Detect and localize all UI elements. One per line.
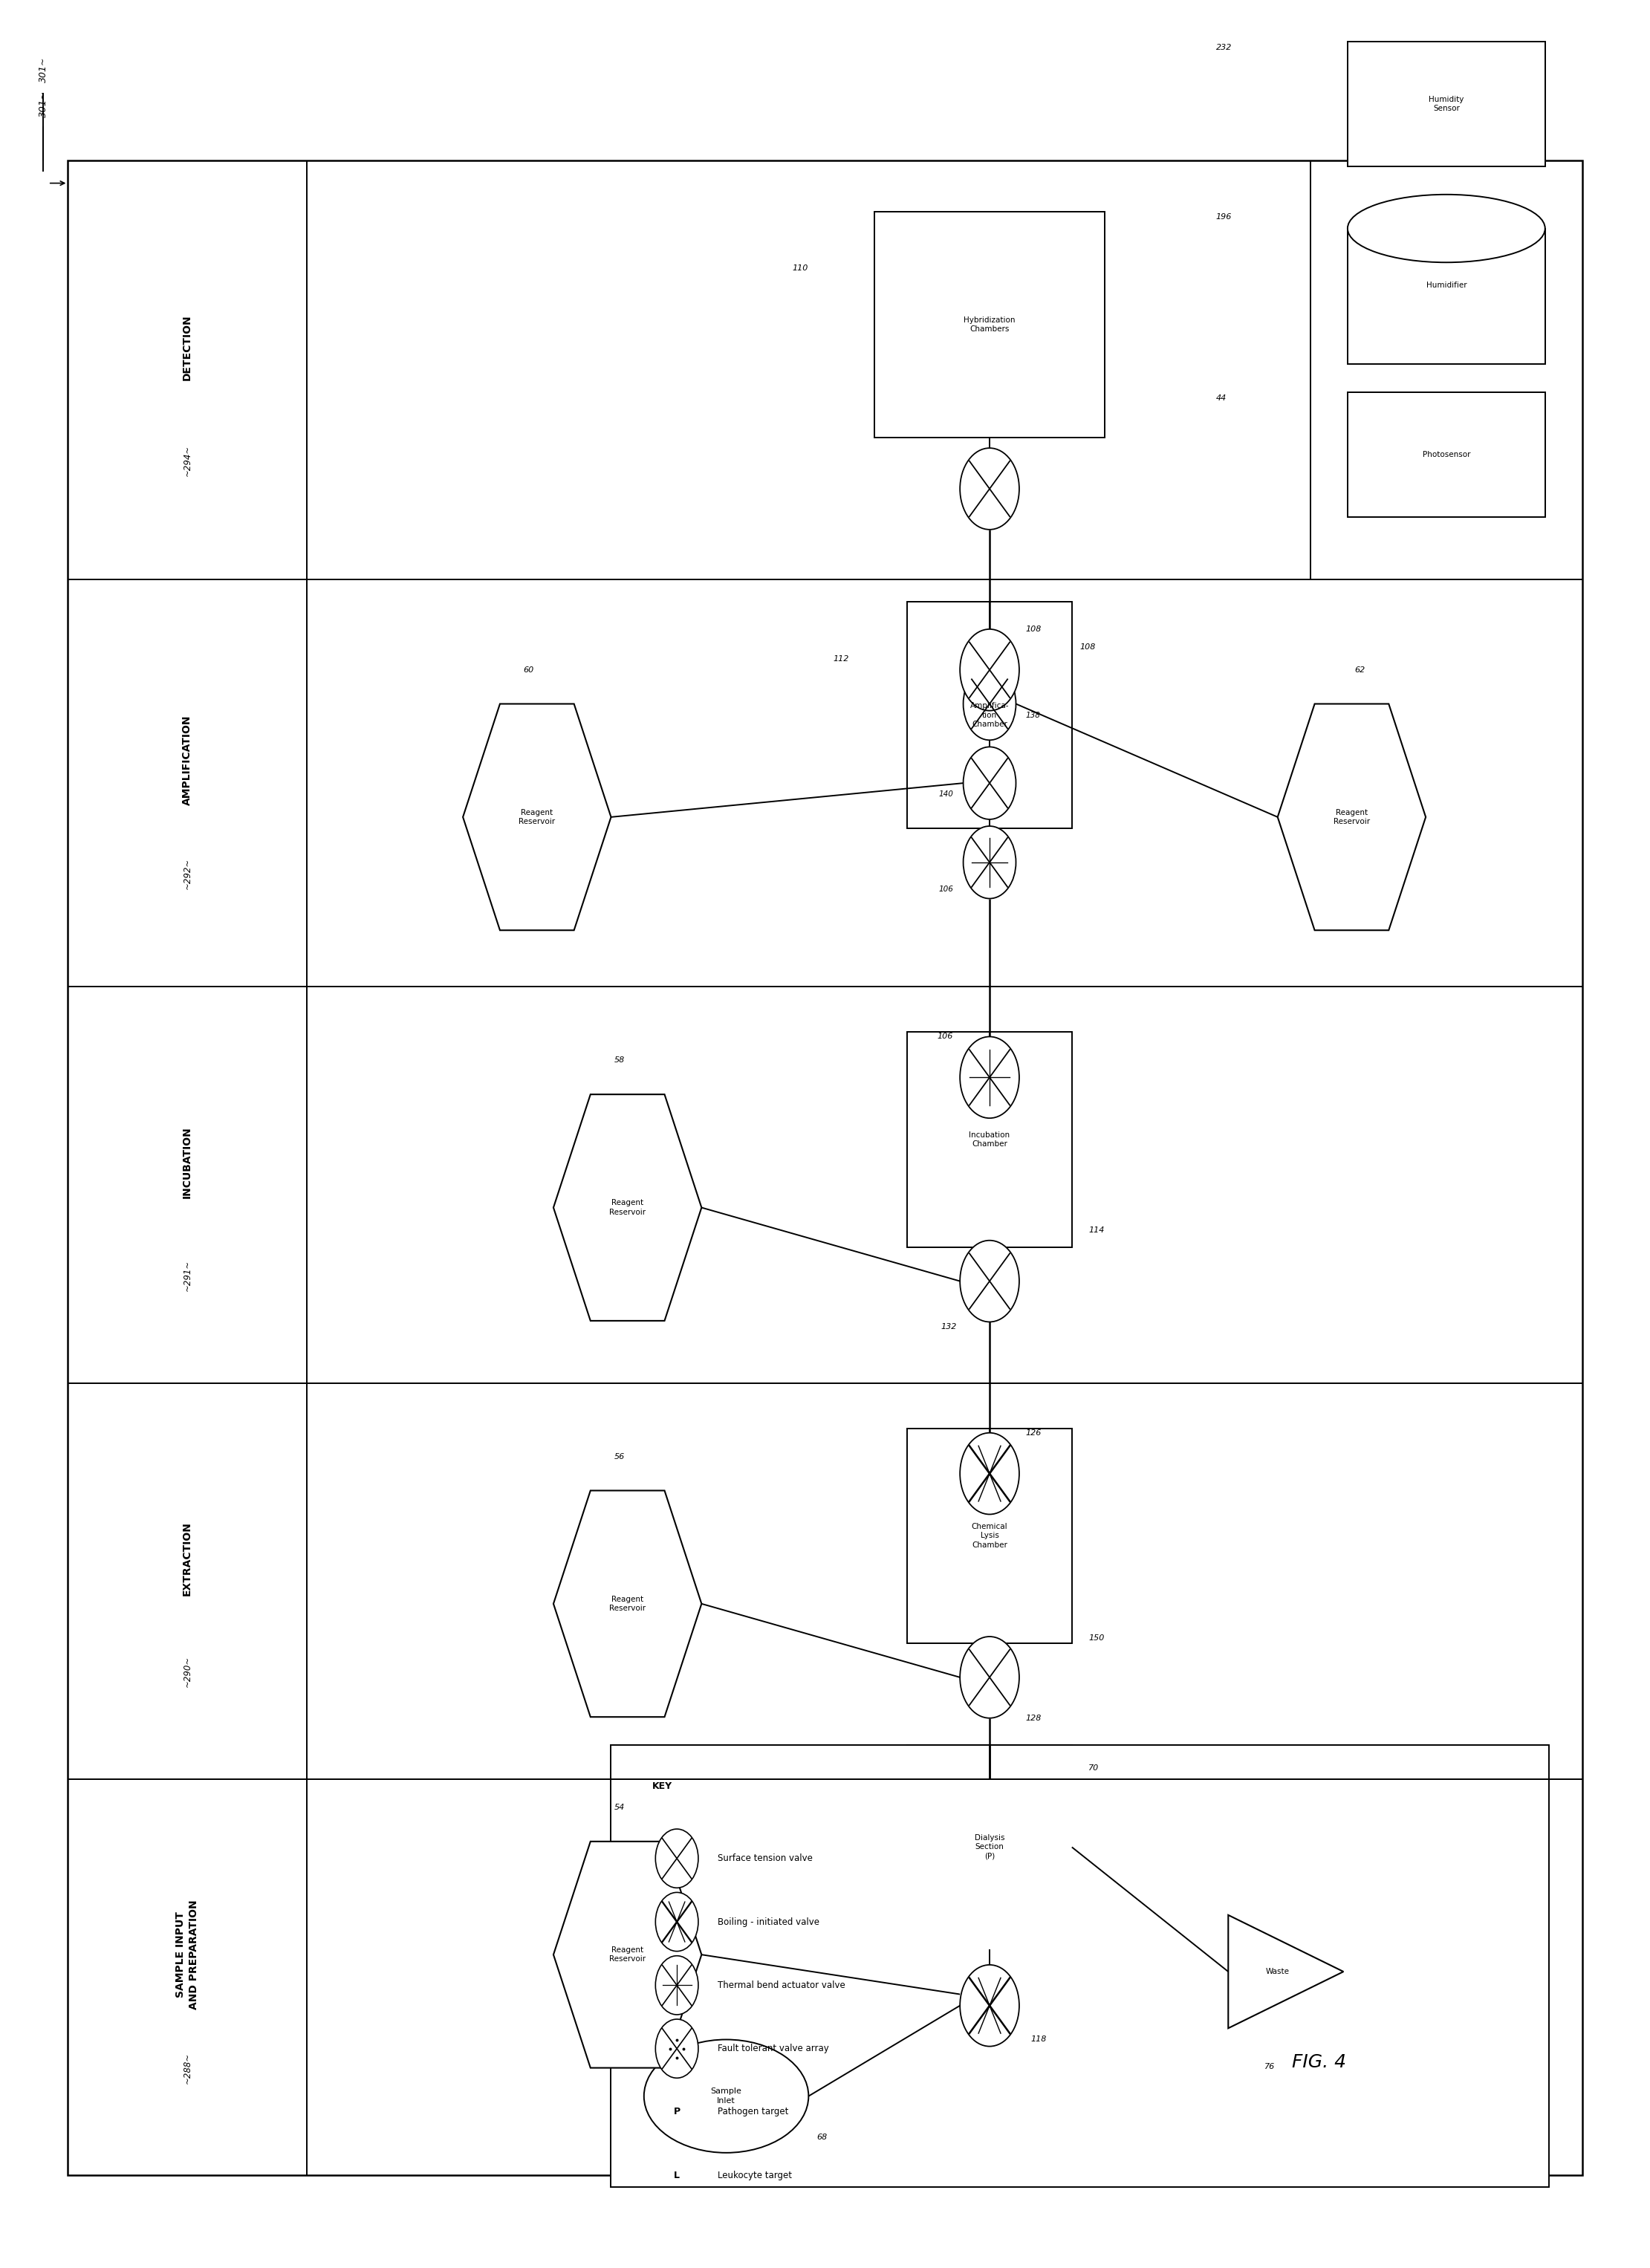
Circle shape bbox=[964, 746, 1016, 819]
Text: ~292~: ~292~ bbox=[183, 857, 191, 889]
Text: Sample
Inlet: Sample Inlet bbox=[711, 2089, 743, 2105]
Text: Thermal bend actuator valve: Thermal bend actuator valve bbox=[718, 1980, 845, 1989]
Circle shape bbox=[960, 1637, 1020, 1719]
Bar bbox=[610, 1746, 1549, 2186]
Polygon shape bbox=[553, 1490, 701, 1717]
Bar bbox=[908, 1429, 1073, 1644]
Text: 106: 106 bbox=[939, 887, 954, 894]
Polygon shape bbox=[1228, 1914, 1343, 2028]
Text: SAMPLE INPUT
AND PREPARATION: SAMPLE INPUT AND PREPARATION bbox=[175, 1901, 200, 2009]
Text: 301~: 301~ bbox=[38, 57, 48, 84]
Text: 196: 196 bbox=[1216, 213, 1233, 220]
Text: Amplifica-
tion
Chamber: Amplifica- tion Chamber bbox=[970, 703, 1010, 728]
Text: ~290~: ~290~ bbox=[183, 1656, 191, 1687]
Ellipse shape bbox=[644, 2039, 808, 2152]
Text: ~294~: ~294~ bbox=[183, 445, 191, 476]
Text: 60: 60 bbox=[523, 667, 535, 674]
Text: 68: 68 bbox=[817, 2134, 827, 2141]
Text: 118: 118 bbox=[1031, 2037, 1046, 2043]
Text: 126: 126 bbox=[1026, 1429, 1041, 1436]
Text: 58: 58 bbox=[614, 1057, 625, 1064]
Text: Reagent
Reservoir: Reagent Reservoir bbox=[609, 1594, 645, 1613]
Text: P: P bbox=[673, 2107, 680, 2116]
Text: 56: 56 bbox=[614, 1454, 625, 1461]
Text: Reagent
Reservoir: Reagent Reservoir bbox=[1333, 810, 1370, 826]
Text: Reagent
Reservoir: Reagent Reservoir bbox=[609, 1200, 645, 1216]
Text: KEY: KEY bbox=[652, 1780, 672, 1792]
Bar bbox=[908, 601, 1073, 828]
Text: 62: 62 bbox=[1355, 667, 1365, 674]
Text: FIG. 4: FIG. 4 bbox=[1292, 2053, 1346, 2071]
Circle shape bbox=[964, 826, 1016, 898]
Text: 232: 232 bbox=[1216, 43, 1233, 52]
Bar bbox=[1348, 392, 1544, 517]
Circle shape bbox=[960, 1433, 1020, 1515]
Text: L: L bbox=[673, 2170, 680, 2180]
Polygon shape bbox=[1277, 703, 1426, 930]
Text: EXTRACTION: EXTRACTION bbox=[182, 1522, 193, 1597]
Text: 138: 138 bbox=[1026, 712, 1041, 719]
Text: Reagent
Reservoir: Reagent Reservoir bbox=[518, 810, 554, 826]
Text: Photosensor: Photosensor bbox=[1422, 451, 1470, 458]
Text: Leukocyte target: Leukocyte target bbox=[718, 2170, 792, 2180]
Text: ~291~: ~291~ bbox=[183, 1259, 191, 1290]
Text: 108: 108 bbox=[1081, 644, 1096, 651]
Text: 132: 132 bbox=[940, 1322, 957, 1329]
Text: Pathogen target: Pathogen target bbox=[718, 2107, 789, 2116]
Text: ~288~: ~288~ bbox=[183, 2053, 191, 2084]
Bar bbox=[908, 1746, 1073, 1948]
Text: 108: 108 bbox=[1026, 626, 1041, 633]
Circle shape bbox=[655, 1892, 698, 1950]
Text: Hybridization
Chambers: Hybridization Chambers bbox=[964, 315, 1015, 333]
Text: Waste: Waste bbox=[1266, 1969, 1290, 1975]
Text: 140: 140 bbox=[939, 792, 954, 798]
Text: DETECTION: DETECTION bbox=[182, 315, 193, 381]
Circle shape bbox=[960, 1036, 1020, 1118]
Circle shape bbox=[964, 667, 1016, 739]
Bar bbox=[908, 1032, 1073, 1247]
Text: AMPLIFICATION: AMPLIFICATION bbox=[182, 714, 193, 805]
Text: 106: 106 bbox=[937, 1032, 954, 1041]
Text: 76: 76 bbox=[1264, 2064, 1275, 2071]
Bar bbox=[68, 161, 1582, 2175]
Text: 114: 114 bbox=[1089, 1227, 1104, 1234]
Text: Chemical
Lysis
Chamber: Chemical Lysis Chamber bbox=[972, 1522, 1008, 1549]
Text: Surface tension valve: Surface tension valve bbox=[718, 1853, 813, 1864]
Text: Humidity
Sensor: Humidity Sensor bbox=[1429, 95, 1464, 111]
Circle shape bbox=[960, 628, 1020, 710]
Text: 70: 70 bbox=[1089, 1765, 1099, 1771]
Text: Boiling - initiated valve: Boiling - initiated valve bbox=[718, 1916, 820, 1926]
Text: Humidifier: Humidifier bbox=[1426, 281, 1467, 288]
Text: 112: 112 bbox=[833, 655, 850, 662]
Text: Fault tolerant valve array: Fault tolerant valve array bbox=[718, 2043, 830, 2053]
Text: 150: 150 bbox=[1089, 1633, 1104, 1642]
Text: 110: 110 bbox=[792, 265, 808, 272]
Text: Incubation
Chamber: Incubation Chamber bbox=[969, 1132, 1010, 1148]
Text: 301~: 301~ bbox=[38, 91, 48, 118]
Polygon shape bbox=[464, 703, 610, 930]
Polygon shape bbox=[553, 1095, 701, 1320]
Circle shape bbox=[960, 1241, 1020, 1322]
Text: INCUBATION: INCUBATION bbox=[182, 1127, 193, 1198]
Bar bbox=[875, 211, 1106, 438]
Polygon shape bbox=[553, 1842, 701, 2068]
Circle shape bbox=[960, 1964, 1020, 2046]
Circle shape bbox=[655, 1955, 698, 2014]
Circle shape bbox=[960, 449, 1020, 528]
Text: 44: 44 bbox=[1216, 395, 1226, 401]
Text: Reagent
Reservoir: Reagent Reservoir bbox=[609, 1946, 645, 1964]
Text: 128: 128 bbox=[1026, 1715, 1041, 1721]
Text: 54: 54 bbox=[614, 1803, 625, 1812]
Text: Dialysis
Section
(P): Dialysis Section (P) bbox=[975, 1835, 1005, 1860]
Ellipse shape bbox=[1348, 195, 1544, 263]
Bar bbox=[1348, 229, 1544, 365]
Bar bbox=[1348, 41, 1544, 166]
Circle shape bbox=[655, 2019, 698, 2077]
Circle shape bbox=[655, 1828, 698, 1887]
